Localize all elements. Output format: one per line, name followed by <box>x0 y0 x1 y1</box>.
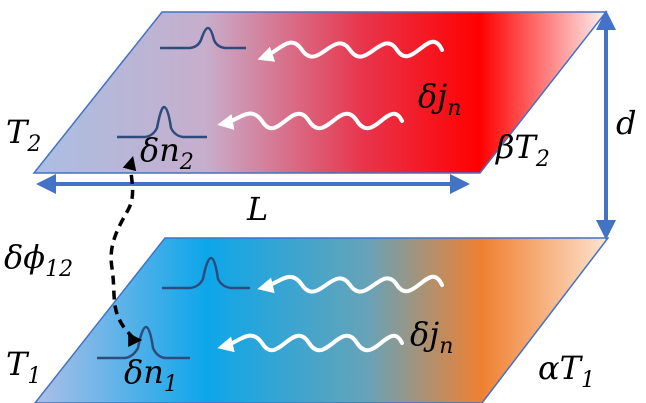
top-plate-surface <box>32 11 608 174</box>
wavy-arrow-icon <box>217 111 404 131</box>
bottom-right-temperature-label: αT1 <box>538 349 595 393</box>
bottom-plate-surface <box>34 237 610 403</box>
wavy-arrow-icon <box>217 333 404 353</box>
length-label: L <box>246 190 268 228</box>
bottom-density-label: δn1 <box>124 353 178 397</box>
peak-icon <box>97 325 190 360</box>
top-current-label: δjn <box>418 77 461 121</box>
wavy-arrow-icon <box>257 274 444 294</box>
separation-label: d <box>616 104 636 142</box>
top-plate: T2 βT2 δn2 δjn <box>6 11 608 175</box>
dashed-curved-arrow-icon <box>109 155 143 347</box>
top-left-temperature-label: T2 <box>6 113 41 157</box>
phase-label: δϕ12 <box>4 238 73 282</box>
peak-icon <box>117 105 207 139</box>
bottom-plate: T1 αT1 δn1 δjn <box>6 237 610 403</box>
top-right-temperature-label: βT2 <box>495 128 550 172</box>
bottom-left-temperature-label: T1 <box>6 345 41 389</box>
bottom-current-label: δjn <box>410 315 453 359</box>
wavy-arrow-icon <box>257 40 444 62</box>
peak-icon <box>162 256 250 290</box>
top-density-label: δn2 <box>140 131 194 175</box>
peak-icon <box>160 26 246 50</box>
